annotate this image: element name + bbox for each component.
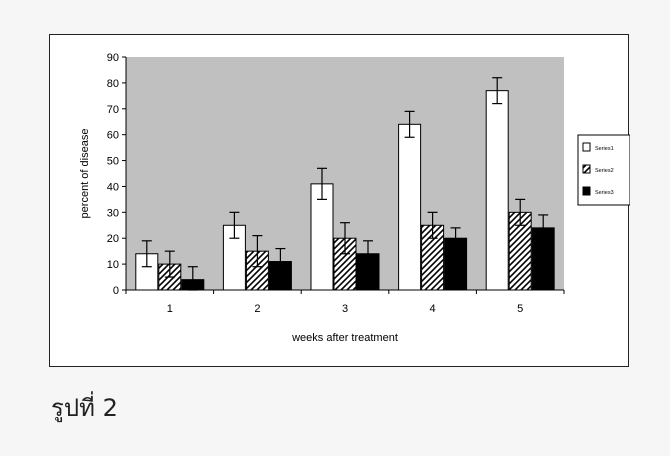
y-tick-label: 0 <box>113 285 119 297</box>
legend-swatch <box>582 186 591 196</box>
y-tick-label: 90 <box>107 52 119 64</box>
x-tick-label: 3 <box>342 303 348 315</box>
y-tick-label: 20 <box>107 233 119 245</box>
legend-label: Series2 <box>595 168 614 174</box>
y-axis: 0 10 20 30 40 50 60 70 80 90 <box>107 52 127 297</box>
x-tick-label: 2 <box>254 303 260 315</box>
legend: Series1 Series2 Series3 <box>577 134 630 206</box>
y-tick-label: 60 <box>107 130 119 142</box>
y-tick-label: 70 <box>107 104 119 116</box>
x-tick-label: 1 <box>167 303 173 315</box>
legend-label: Series1 <box>595 146 614 152</box>
legend-swatch <box>582 142 591 152</box>
y-tick-label: 80 <box>107 78 119 90</box>
y-axis-label: percent of disease <box>79 129 91 219</box>
bar <box>398 123 422 291</box>
y-tick-label: 30 <box>107 207 119 219</box>
x-tick-label: 4 <box>430 303 436 315</box>
x-axis: 1 2 3 4 5 <box>125 289 565 315</box>
y-tick-label: 10 <box>107 259 119 271</box>
x-axis-label: weeks after treatment <box>291 332 398 344</box>
legend-label: Series3 <box>595 190 614 196</box>
y-tick-label: 40 <box>107 181 119 193</box>
x-tick-label: 5 <box>517 303 523 315</box>
bar <box>485 90 509 291</box>
legend-swatch <box>582 164 591 174</box>
chart-frame: 0 10 20 30 40 50 60 70 80 90 1 2 3 4 5 percent of dis… <box>49 34 630 367</box>
chart-svg: 0 10 20 30 40 50 60 70 80 90 1 2 3 4 5 percent of dis… <box>79 52 630 344</box>
y-tick-label: 50 <box>107 156 119 168</box>
figure-caption: รูปที่ 2 <box>51 394 118 422</box>
bars <box>135 77 555 291</box>
